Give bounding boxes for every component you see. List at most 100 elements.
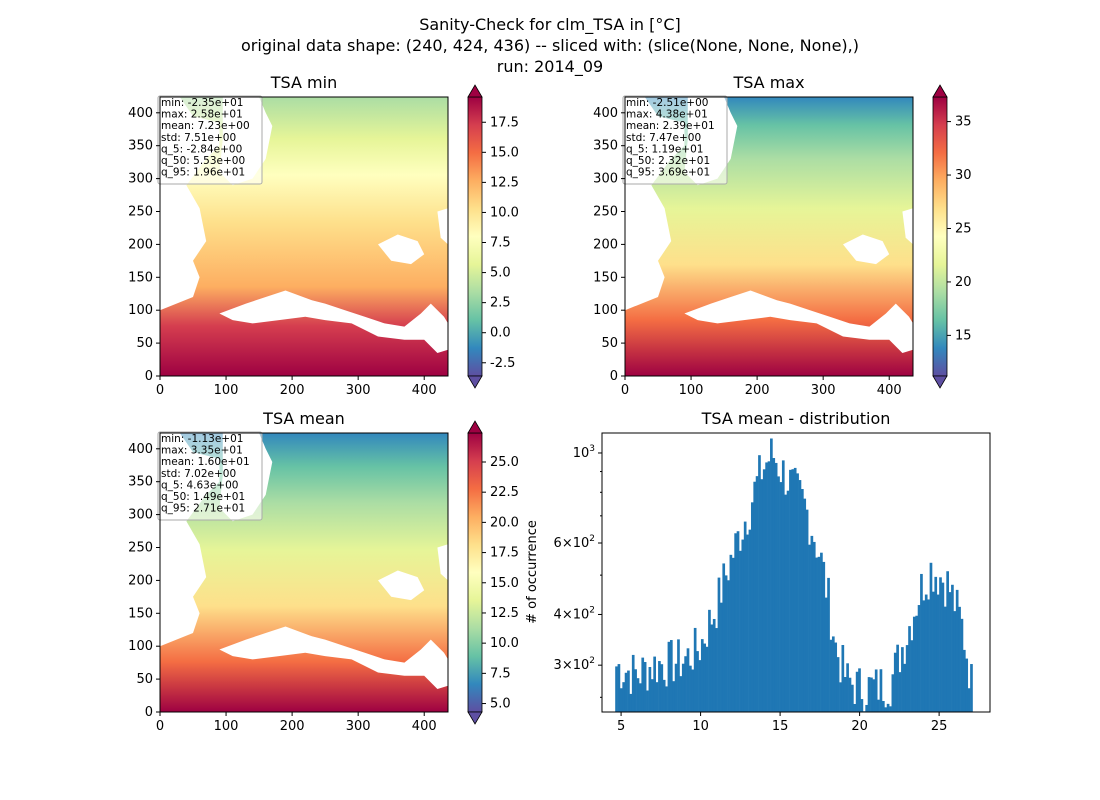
y-tick-label: 50 [601, 336, 618, 351]
stats-line: min: -2.51e+00 [626, 97, 708, 109]
x-tick-label: 25 [931, 719, 948, 734]
sea-mask [219, 626, 448, 689]
stats-line: std: 7.51e+00 [161, 132, 236, 144]
histogram-bar [791, 469, 795, 712]
histogram-bar [855, 671, 859, 712]
map-axis-frame [159, 432, 449, 713]
colorbar-tick-label: 10.0 [490, 205, 519, 220]
stats-line: max: 4.38e+01 [626, 109, 708, 121]
histogram-bar [929, 562, 933, 712]
histogram-bar [700, 639, 704, 712]
histogram-bar [650, 679, 654, 712]
colorbar-tick-label: 17.5 [490, 115, 519, 130]
colorbar-tick-label: 22.5 [490, 485, 519, 500]
colorbar-tick-label: 35 [955, 115, 972, 130]
sea-mask [843, 234, 890, 265]
colorbar-gradient [467, 96, 483, 377]
histogram-bar [812, 541, 816, 712]
colorbar-tick-label: -2.5 [490, 356, 515, 371]
panel-title-distribution: TSA mean - distribution [701, 409, 891, 428]
histogram-bar [646, 690, 649, 712]
stats-line: q_95: 2.71e+01 [161, 503, 245, 515]
figure-title-line-2: original data shape: (240, 424, 436) -- … [241, 36, 859, 55]
y-tick-label: 300 [128, 172, 153, 187]
colorbar-tick-label: 15 [955, 328, 972, 343]
colorbar-extend-max [932, 84, 948, 98]
colorbar-tick-label: 20.0 [490, 515, 519, 530]
histogram-bar [846, 663, 849, 712]
histogram-bar [927, 599, 930, 712]
histogram-bar [755, 476, 759, 712]
histogram-bar [820, 552, 823, 712]
stats-line: q_50: 2.32e+01 [626, 155, 710, 167]
histogram-bar [677, 639, 680, 712]
histogram-bar [658, 661, 661, 712]
histogram-bar [848, 677, 852, 712]
histogram-bar [841, 645, 845, 712]
histogram-bar [801, 489, 804, 712]
histogram-bar [681, 663, 685, 712]
y-tick-label: 250 [128, 204, 153, 219]
histogram-bar [946, 571, 949, 712]
y-tick-label: 0 [610, 369, 618, 384]
x-tick-label: 100 [214, 383, 239, 398]
histogram-bar [872, 679, 876, 712]
histogram-bar [684, 656, 687, 712]
sea-mask [684, 290, 913, 353]
x-tick-label: 200 [280, 719, 305, 734]
colorbar-tick-label: 15.0 [490, 576, 519, 591]
histogram-bar [874, 669, 878, 712]
histogram-bar [951, 584, 954, 712]
y-tick-label: 50 [136, 672, 153, 687]
histogram-bar [634, 669, 637, 712]
colorbar-gradient [932, 96, 948, 377]
histogram-bar [843, 677, 847, 712]
histogram-bar [867, 677, 871, 712]
histogram-bar [679, 676, 683, 712]
colorbar-tick-label: 2.5 [490, 296, 511, 311]
colorbar-extend-max [467, 84, 483, 98]
x-tick-label: 300 [346, 719, 371, 734]
x-tick-label: 0 [621, 383, 629, 398]
map-axis-frame [624, 96, 914, 377]
x-tick-label: 200 [280, 383, 305, 398]
colorbar-tick-label: 30 [955, 168, 972, 183]
histogram-bar [689, 665, 692, 712]
x-tick-label: 400 [877, 383, 902, 398]
y-tick-label: 150 [128, 270, 153, 285]
histogram-bar [896, 644, 899, 712]
histogram-bar [772, 458, 776, 712]
x-tick-label: 400 [412, 383, 437, 398]
histogram-bar [698, 660, 702, 712]
histogram-bar [865, 704, 868, 712]
sea-mask [902, 208, 913, 245]
histogram-bar [741, 539, 745, 712]
y-tick-label: 250 [593, 204, 618, 219]
histogram-bar [743, 521, 747, 712]
y-tick-label: 100 [128, 303, 153, 318]
colorbar-tick-label: 10.0 [490, 636, 519, 651]
y-tick-label: 350 [128, 139, 153, 154]
colorbar-tick-label: 7.5 [490, 666, 511, 681]
histogram-bar [665, 686, 668, 712]
colorbar-tick-label: 0.0 [490, 326, 511, 341]
panel-title-tsa-min: TSA min [270, 73, 337, 92]
figure-title-line-1: Sanity-Check for clm_TSA in [°C] [419, 15, 681, 35]
histogram-bar [777, 476, 780, 712]
histogram-bar [962, 649, 966, 712]
colorbar-tsa-min: -2.5 0.0 2.5 5.0 7.5 10.0 12.5 15.0 17.5 [467, 84, 519, 389]
stats-line: mean: 1.60e+01 [161, 456, 250, 468]
colorbar-extend-min [467, 375, 483, 389]
histogram-bar [705, 646, 709, 712]
histogram-bar [627, 670, 630, 712]
histogram-bar [662, 679, 666, 712]
colorbar-tsa-max: 15 20 25 30 35 [932, 84, 972, 389]
colorbar-tick-label: 7.5 [490, 236, 511, 251]
colorbar-extend-min [467, 711, 483, 725]
histogram-bar [636, 678, 640, 712]
sea-mask [219, 290, 448, 353]
histogram-bar [724, 575, 728, 712]
histogram-bar [815, 557, 818, 712]
histogram-bar [901, 647, 904, 712]
